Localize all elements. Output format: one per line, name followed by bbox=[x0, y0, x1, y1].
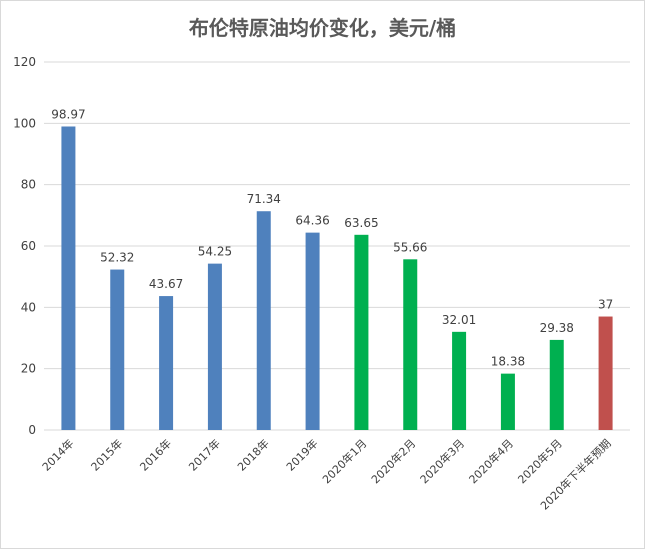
x-tick-label: 2020年1月 bbox=[319, 436, 369, 486]
bar bbox=[256, 211, 271, 430]
bar bbox=[598, 316, 613, 430]
data-label: 63.65 bbox=[344, 216, 378, 230]
x-tick-label: 2020年5月 bbox=[515, 436, 565, 486]
bar bbox=[549, 339, 564, 430]
y-tick-label: 40 bbox=[21, 300, 36, 314]
bar bbox=[159, 296, 174, 430]
data-label: 32.01 bbox=[442, 313, 476, 327]
bar bbox=[500, 373, 515, 430]
bar bbox=[305, 232, 320, 430]
y-tick-label: 60 bbox=[21, 239, 36, 253]
bar bbox=[61, 126, 76, 430]
data-label: 37 bbox=[598, 298, 613, 312]
bar bbox=[110, 269, 125, 430]
y-tick-label: 20 bbox=[21, 362, 36, 376]
y-tick-label: 0 bbox=[28, 423, 36, 437]
bar bbox=[452, 331, 467, 430]
x-tick-label: 2016年 bbox=[137, 436, 174, 473]
x-tick-label: 2020年4月 bbox=[466, 436, 516, 486]
data-label: 43.67 bbox=[149, 277, 183, 291]
y-tick-label: 100 bbox=[13, 116, 36, 130]
chart-title: 布伦特原油均价变化，美元/桶 bbox=[188, 16, 457, 40]
data-label: 18.38 bbox=[491, 355, 525, 369]
y-tick-label: 120 bbox=[13, 55, 36, 69]
data-label: 64.36 bbox=[295, 214, 329, 228]
bar bbox=[403, 259, 418, 430]
data-label: 98.97 bbox=[51, 107, 85, 121]
bar bbox=[354, 234, 369, 430]
x-tick-label: 2019年 bbox=[283, 436, 320, 473]
data-label: 52.32 bbox=[100, 251, 134, 265]
data-label: 29.38 bbox=[540, 321, 574, 335]
bar bbox=[207, 263, 222, 430]
x-tick-label: 2014年 bbox=[39, 436, 76, 473]
x-tick-label: 2017年 bbox=[186, 436, 223, 473]
x-tick-label: 2020年3月 bbox=[417, 436, 467, 486]
x-tick-label: 2015年 bbox=[88, 436, 125, 473]
x-tick-label: 2018年 bbox=[234, 436, 271, 473]
data-label: 55.66 bbox=[393, 240, 427, 254]
data-label: 71.34 bbox=[247, 192, 281, 206]
y-tick-label: 80 bbox=[21, 178, 36, 192]
x-tick-label: 2020年2月 bbox=[368, 436, 418, 486]
data-label: 54.25 bbox=[198, 245, 232, 259]
